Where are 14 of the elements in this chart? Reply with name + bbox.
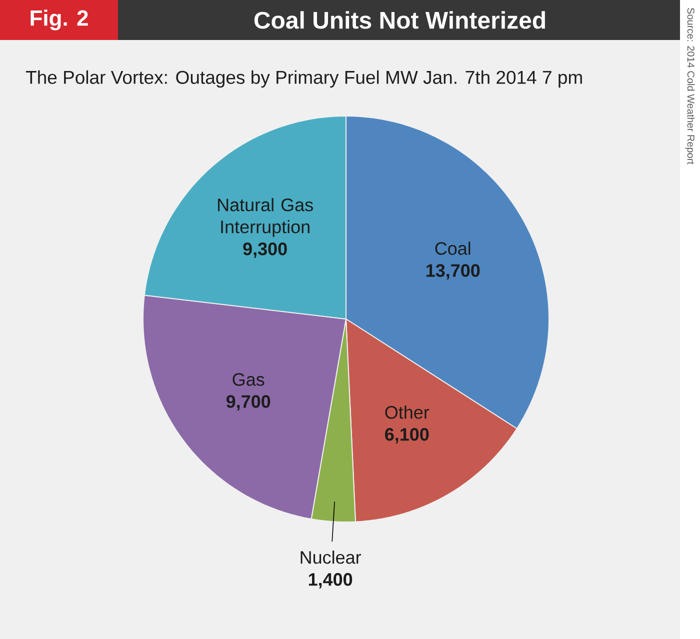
caption: Fig. 2: [30, 10, 88, 30]
slice-label: Natural Gas Interruption: [218, 198, 313, 237]
chart-title: Coal Units Not Winterized: [254, 11, 545, 29]
slice-label: Coal: [435, 242, 470, 255]
slice-label: Gas: [232, 373, 264, 386]
slice-label: Other: [385, 406, 430, 419]
chart-subtitle: The Polar Vortex: Outages by Primary Fuel MW Jan. 7th 2014 7 pm: [26, 70, 582, 88]
data-label: 9,300: [243, 242, 287, 258]
data-label: 13,700: [426, 264, 480, 280]
data-label: 1,400: [308, 573, 352, 588]
data-label: 9,700: [226, 395, 270, 410]
slice-label: Nuclear: [300, 550, 362, 564]
source-note: Source: 2014 Cold Weather Report: [685, 8, 695, 164]
data-label: 6,100: [385, 428, 429, 444]
